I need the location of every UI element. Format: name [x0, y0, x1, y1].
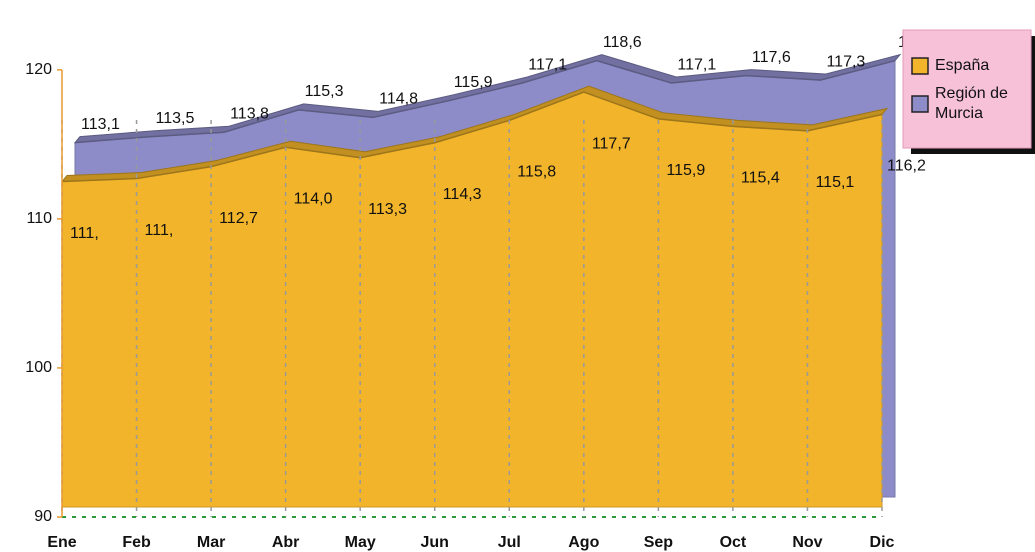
y-tick-label: 120: [25, 61, 52, 78]
area-line: [61, 91, 883, 183]
data-label: 117,6: [752, 49, 791, 66]
x-tick-label: Ago: [568, 534, 599, 551]
x-tick-label: Mar: [197, 534, 225, 551]
x-tick-label: Jul: [498, 534, 521, 551]
data-label: 114,8: [379, 91, 418, 108]
legend-swatch: [911, 57, 929, 75]
data-label: 117,3: [826, 53, 865, 70]
data-label: 112,7: [219, 210, 258, 227]
data-label: 111,: [70, 225, 99, 242]
data-label: 118,6: [603, 34, 642, 51]
data-label: 115,3: [305, 83, 344, 100]
legend-label: España: [935, 57, 989, 74]
data-label: 113,5: [156, 110, 195, 127]
data-label: 117,1: [528, 56, 567, 73]
data-label: 115,1: [815, 174, 854, 191]
y-tick-label: 100: [25, 359, 52, 376]
data-label: 115,9: [454, 74, 493, 91]
x-tick-label: Oct: [720, 534, 747, 551]
x-tick-label: Abr: [272, 534, 300, 551]
x-tick-label: Dic: [870, 534, 895, 551]
data-label: 117,7: [592, 135, 631, 152]
data-label: 114,0: [294, 190, 333, 207]
data-label: 117,1: [677, 56, 716, 73]
x-tick-label: Feb: [122, 534, 151, 551]
legend-label: Región de Murcia: [935, 85, 1008, 122]
data-label: 115,8: [517, 164, 556, 181]
legend-swatch: [911, 95, 929, 113]
data-label: 115,4: [741, 170, 780, 187]
legend-box: [902, 29, 1032, 149]
data-label: 113,1: [81, 116, 120, 133]
x-tick-label: Jun: [421, 534, 449, 551]
data-label: 114,3: [443, 186, 482, 203]
x-tick-label: May: [345, 534, 376, 551]
x-tick-label: Sep: [644, 534, 674, 551]
data-label: 113,8: [230, 105, 269, 122]
data-label: 113,3: [368, 201, 407, 218]
x-tick-label: Nov: [792, 534, 822, 551]
y-tick-label: 110: [26, 210, 52, 227]
data-label: 115,9: [666, 162, 705, 179]
x-tick-label: Ene: [47, 534, 76, 551]
data-label: 111,: [145, 222, 174, 239]
y-tick-label: 90: [34, 508, 52, 525]
data-label: 116,2: [887, 158, 926, 175]
